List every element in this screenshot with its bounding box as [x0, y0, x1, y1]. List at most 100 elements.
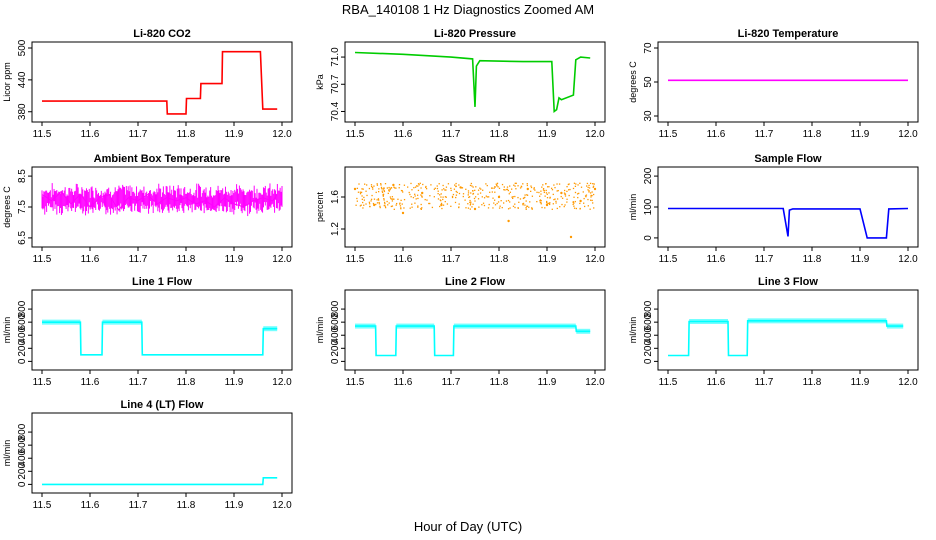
- rh-point: [517, 185, 519, 187]
- rh-point: [477, 189, 480, 191]
- rh-point: [591, 191, 593, 193]
- rh-point: [437, 198, 440, 200]
- rh-point: [517, 196, 519, 199]
- series-band: [453, 323, 576, 329]
- x-tick-label: 11.8: [177, 129, 196, 140]
- rh-point: [514, 206, 516, 209]
- rh-point: [376, 183, 378, 185]
- rh-point: [368, 203, 371, 205]
- rh-point: [420, 208, 422, 210]
- chart-panel: Line 3 Flow 11.5 11.6 11.7 11.8 11.9 12.0 02004…: [628, 276, 919, 388]
- x-tick-label: 11.5: [346, 377, 365, 388]
- x-tick-label: 12.0: [585, 129, 605, 140]
- rh-point: [441, 189, 443, 191]
- plot-frame: [344, 289, 606, 371]
- rh-point: [494, 191, 496, 193]
- rh-point: [509, 207, 511, 209]
- rh-point: [467, 203, 469, 205]
- rh-point: [538, 191, 540, 194]
- rh-point: [375, 203, 377, 206]
- y-axis-label: ml/min: [2, 440, 12, 467]
- rh-point: [486, 184, 488, 187]
- rh-point: [512, 197, 514, 200]
- y-tick-label: 600: [17, 313, 28, 330]
- panel-title: Gas Stream RH: [435, 153, 515, 165]
- rh-point: [566, 198, 568, 200]
- x-tick-label: 12.0: [272, 500, 292, 511]
- rh-point: [539, 200, 541, 202]
- rh-point: [567, 183, 569, 186]
- rh-point: [361, 198, 363, 200]
- rh-point: [392, 198, 394, 200]
- rh-point: [564, 204, 566, 206]
- rh-point: [378, 203, 381, 205]
- y-axis-label: ml/min: [2, 317, 12, 344]
- rh-point: [411, 203, 413, 205]
- rh-point: [556, 183, 558, 185]
- x-tick-label: 11.5: [33, 377, 52, 388]
- rh-point: [414, 186, 417, 188]
- rh-point: [400, 207, 402, 209]
- x-tick-label: 11.8: [490, 129, 509, 140]
- rh-point: [462, 193, 465, 195]
- rh-point: [386, 187, 389, 189]
- rh-point: [496, 202, 498, 205]
- x-tick-label: 11.8: [803, 129, 822, 140]
- x-tick-label: 11.8: [490, 254, 509, 265]
- panels-grid: Li-820 CO2 11.5 11.6 11.7 11.8 11.9 12.0 380 440…: [2, 28, 919, 511]
- y-tick-label: 70.7: [330, 74, 341, 94]
- y-tick-label: 6.5: [17, 231, 28, 245]
- rh-point: [381, 190, 383, 192]
- rh-point: [592, 185, 595, 187]
- y-tick-label: 380: [17, 103, 28, 120]
- rh-point: [583, 197, 585, 200]
- rh-point: [533, 188, 535, 190]
- rh-point: [519, 187, 522, 189]
- series-line: [42, 50, 278, 115]
- y-tick-label: 0: [330, 358, 341, 364]
- y-axis-label: Licor ppm: [2, 62, 12, 102]
- rh-point: [492, 207, 494, 209]
- rh-point: [455, 190, 457, 193]
- plot-frame: [31, 41, 293, 123]
- rh-point: [446, 203, 449, 205]
- rh-point: [494, 186, 496, 188]
- rh-point: [415, 198, 417, 200]
- rh-point: [560, 191, 563, 195]
- rh-point: [438, 183, 440, 185]
- rh-point: [439, 194, 441, 196]
- rh-point: [589, 208, 591, 210]
- rh-point: [452, 193, 455, 196]
- x-tick-label: 11.5: [33, 254, 52, 265]
- rh-point: [410, 182, 412, 185]
- x-tick-label: 11.6: [81, 254, 100, 265]
- rh-point: [496, 184, 498, 186]
- rh-point: [388, 186, 390, 189]
- rh-point: [472, 203, 474, 205]
- rh-point: [579, 199, 582, 203]
- rh-point: [441, 207, 443, 210]
- x-tick-label: 11.6: [707, 377, 726, 388]
- rh-point: [383, 199, 385, 201]
- rh-point: [428, 202, 430, 205]
- x-tick-label: 11.8: [490, 377, 509, 388]
- rh-point: [541, 206, 543, 209]
- rh-point: [578, 192, 580, 195]
- y-tick-label: 200: [330, 340, 341, 357]
- rh-point: [506, 186, 509, 188]
- rh-point: [568, 183, 570, 185]
- rh-point: [526, 194, 528, 196]
- rh-point: [458, 192, 461, 195]
- rh-point: [540, 190, 542, 192]
- x-tick-label: 12.0: [585, 254, 605, 265]
- rh-point: [363, 199, 365, 201]
- y-tick-label: 400: [330, 326, 341, 343]
- rh-point: [360, 191, 363, 193]
- rh-point: [444, 200, 446, 203]
- rh-point: [568, 189, 570, 191]
- rh-point: [465, 207, 467, 209]
- x-tick-label: 11.9: [538, 254, 557, 265]
- rh-point: [403, 184, 406, 186]
- rh-point: [524, 194, 526, 196]
